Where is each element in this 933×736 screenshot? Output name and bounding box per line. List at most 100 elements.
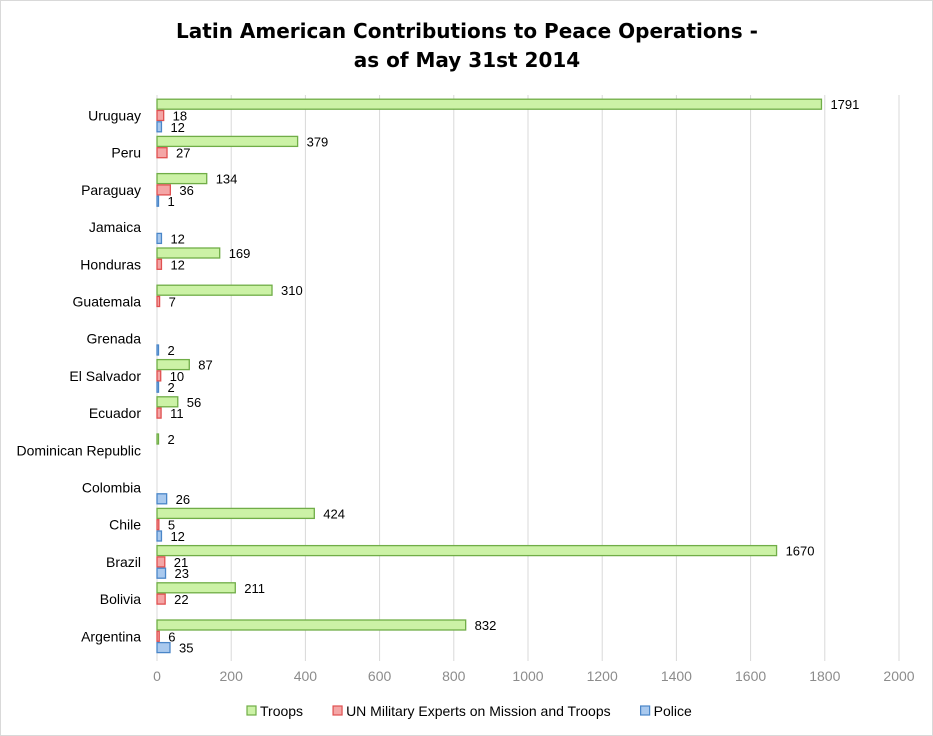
data-label: 18 [173, 109, 187, 124]
data-label: 12 [170, 120, 184, 135]
x-tick-label: 0 [153, 668, 161, 684]
data-label: 1791 [830, 97, 859, 112]
data-label: 2 [168, 343, 175, 358]
data-label: 2 [168, 432, 175, 447]
bar [156, 232, 163, 245]
legend-swatch [332, 705, 343, 716]
bar [156, 370, 162, 382]
data-label: 134 [216, 172, 238, 187]
data-label: 7 [169, 295, 176, 310]
bar [156, 519, 160, 531]
bar [156, 358, 190, 371]
category-label: El Salvador [69, 368, 141, 384]
data-label: 10 [170, 369, 184, 384]
category-labels: Uruguay Peru Paraguay Jamaica Honduras Guatem… [16, 108, 141, 645]
data-labels: 1791379134169310875624241670211832182736… [168, 97, 860, 655]
bar [156, 567, 167, 579]
bar [156, 530, 163, 542]
bar [156, 396, 179, 408]
data-label: 211 [244, 581, 265, 596]
bar [156, 258, 163, 270]
chart-title-line-1: Latin American Contributions to Peace Op… [176, 19, 758, 43]
data-label: 12 [170, 529, 184, 544]
category-label: Colombia [82, 480, 141, 496]
category-label: Honduras [80, 256, 141, 272]
data-label: 35 [179, 641, 193, 656]
bar [156, 641, 171, 654]
data-label: 21 [174, 555, 188, 570]
category-label: Uruguay [88, 108, 141, 124]
bar [156, 381, 160, 393]
legend-label: UN Military Experts on Mission and Troop… [346, 703, 611, 719]
category-label: Jamaica [89, 219, 141, 235]
data-label: 23 [175, 566, 189, 581]
bar [156, 121, 163, 133]
x-tick-label: 1800 [809, 668, 840, 684]
data-label: 22 [174, 592, 188, 607]
bar [156, 556, 166, 568]
x-tick-label: 200 [220, 668, 244, 684]
x-tick-label: 1200 [587, 668, 618, 684]
category-label: Brazil [106, 554, 141, 570]
category-label: Grenada [87, 331, 142, 347]
bar [156, 593, 166, 605]
data-label: 36 [179, 183, 193, 198]
chart-title-line-2: as of May 31st 2014 [354, 48, 580, 72]
bar [156, 195, 160, 207]
bar [156, 493, 168, 505]
bar [156, 184, 172, 196]
data-label: 26 [176, 492, 190, 507]
x-tick-label: 800 [442, 668, 466, 684]
data-label: 11 [170, 406, 184, 421]
x-tick-label: 400 [294, 668, 318, 684]
bar [156, 582, 236, 594]
category-label: Chile [109, 517, 141, 533]
data-label: 2 [168, 380, 175, 395]
data-label: 12 [170, 231, 184, 246]
bar [156, 344, 160, 356]
legend-label: Troops [260, 703, 303, 719]
legend-swatch [640, 705, 651, 716]
bar [156, 407, 162, 419]
category-label: Ecuador [89, 405, 141, 421]
data-label: 379 [307, 134, 329, 149]
bar [156, 507, 315, 520]
bar [156, 172, 208, 185]
data-label: 1 [168, 194, 175, 209]
data-label: 12 [170, 257, 184, 272]
data-label: 424 [323, 506, 345, 521]
data-label: 310 [281, 283, 303, 298]
x-axis-ticks: 0 200 400 600 800 1000 1200 1400 1600 1800 2000 [153, 668, 915, 684]
bars [156, 98, 823, 654]
category-label: Bolivia [100, 591, 141, 607]
category-label: Dominican Republic [16, 442, 141, 458]
category-label: Argentina [81, 628, 141, 644]
bar [156, 247, 221, 259]
gridlines [156, 95, 900, 661]
data-label: 169 [229, 246, 251, 261]
data-label: 1670 [786, 544, 815, 559]
bar [156, 147, 168, 159]
data-label: 5 [168, 518, 175, 533]
data-label: 6 [168, 629, 175, 644]
bar [156, 630, 160, 642]
bar [156, 135, 299, 148]
category-label: Guatemala [73, 294, 142, 310]
x-tick-label: 600 [368, 668, 392, 684]
x-tick-label: 1600 [735, 668, 766, 684]
legend: Troops UN Military Experts on Mission and… [246, 703, 692, 719]
data-label: 27 [176, 146, 190, 161]
bar [156, 295, 161, 308]
data-label: 832 [475, 618, 497, 633]
bar [156, 433, 160, 445]
bar [156, 98, 823, 110]
category-label: Paraguay [81, 182, 141, 198]
x-tick-label: 1400 [661, 668, 692, 684]
data-label: 87 [198, 358, 212, 373]
bar [156, 284, 273, 296]
data-label: 56 [187, 395, 201, 410]
x-tick-label: 1000 [512, 668, 543, 684]
x-tick-label: 2000 [883, 668, 914, 684]
